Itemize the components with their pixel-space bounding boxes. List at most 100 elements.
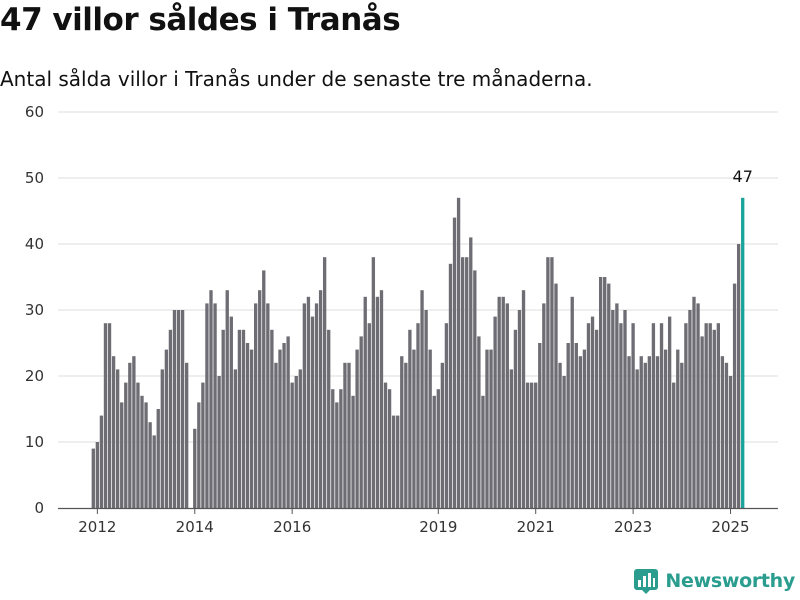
bar [136,382,140,508]
bar [460,257,465,508]
bar [318,290,323,508]
bar [241,329,246,508]
bar [375,296,380,508]
bar [322,257,327,508]
bar [120,402,124,508]
bar [391,415,396,508]
bar [115,369,120,508]
bar [347,362,351,508]
bar [286,336,290,508]
bar [651,323,656,508]
bar [546,257,550,508]
bar [456,197,461,509]
bar [647,356,652,508]
bar [615,303,619,508]
bar [335,402,339,508]
bar [132,356,136,508]
bar [152,435,156,508]
bar [688,310,692,508]
bar [667,316,672,508]
y-tick-label: 20 [25,367,44,385]
bar [351,395,355,508]
bar [400,356,404,508]
x-axis: 2012 2014 2016 2019 2021 2023 2025 [58,507,778,536]
bar [432,395,436,508]
bar [331,389,335,508]
bar [655,356,660,508]
x-tick-label: 2023 [614,518,652,536]
bar [314,303,319,508]
bar [176,310,181,508]
brand-logo[interactable]: Newsworthy [633,568,795,594]
bar [213,303,217,508]
x-tick-label: 2019 [419,518,457,536]
bar [245,343,250,508]
bar [424,310,428,508]
bar [270,329,274,508]
x-tick-label: 2014 [176,518,214,536]
bar [672,382,676,508]
bar [262,270,266,508]
bar [505,303,509,508]
bar [639,356,643,508]
bar [107,323,112,508]
bar [574,343,578,508]
bar [623,310,627,508]
bar [416,323,420,508]
bar [302,303,307,508]
bar [481,395,485,508]
bar [509,369,514,508]
bar [489,349,493,508]
bar [193,428,197,508]
bar [160,369,164,508]
bar [643,362,647,508]
y-tick-label: 10 [25,433,44,451]
bar [306,296,311,508]
bar [586,323,591,508]
bar [440,362,445,508]
bar [282,343,286,508]
bar [217,376,221,508]
bar [716,323,721,508]
bar [274,362,278,508]
bar [558,362,562,508]
bar [253,303,258,508]
bar [184,362,189,508]
bar [197,402,201,508]
bar [339,389,343,508]
x-tick-label: 2012 [78,518,116,536]
bar [594,329,599,508]
y-tick-label: 30 [25,301,44,319]
bar [607,283,611,508]
bar [473,270,477,508]
annotations: 47 [733,167,753,186]
bar [521,290,526,508]
highlight-value-label: 47 [733,167,753,186]
bar [590,316,595,508]
bar [180,310,185,508]
bar [140,395,144,508]
bar [534,382,538,508]
bar [367,323,371,508]
bar [412,349,416,508]
bar [428,349,432,508]
bar [712,329,716,508]
bar [732,283,737,508]
bar [538,343,542,508]
bar [266,303,270,508]
bar [249,349,254,508]
bar [327,329,331,508]
bar [172,310,177,508]
bar [298,369,302,508]
bar [611,310,615,508]
bar [164,349,169,508]
bar [720,356,725,508]
bar [631,323,635,508]
bar [603,277,607,508]
bar [310,316,315,508]
bar [477,336,481,508]
brand-name: Newsworthy [665,570,795,592]
y-tick-label: 0 [34,499,44,517]
bar [619,323,623,508]
bar [676,349,680,508]
